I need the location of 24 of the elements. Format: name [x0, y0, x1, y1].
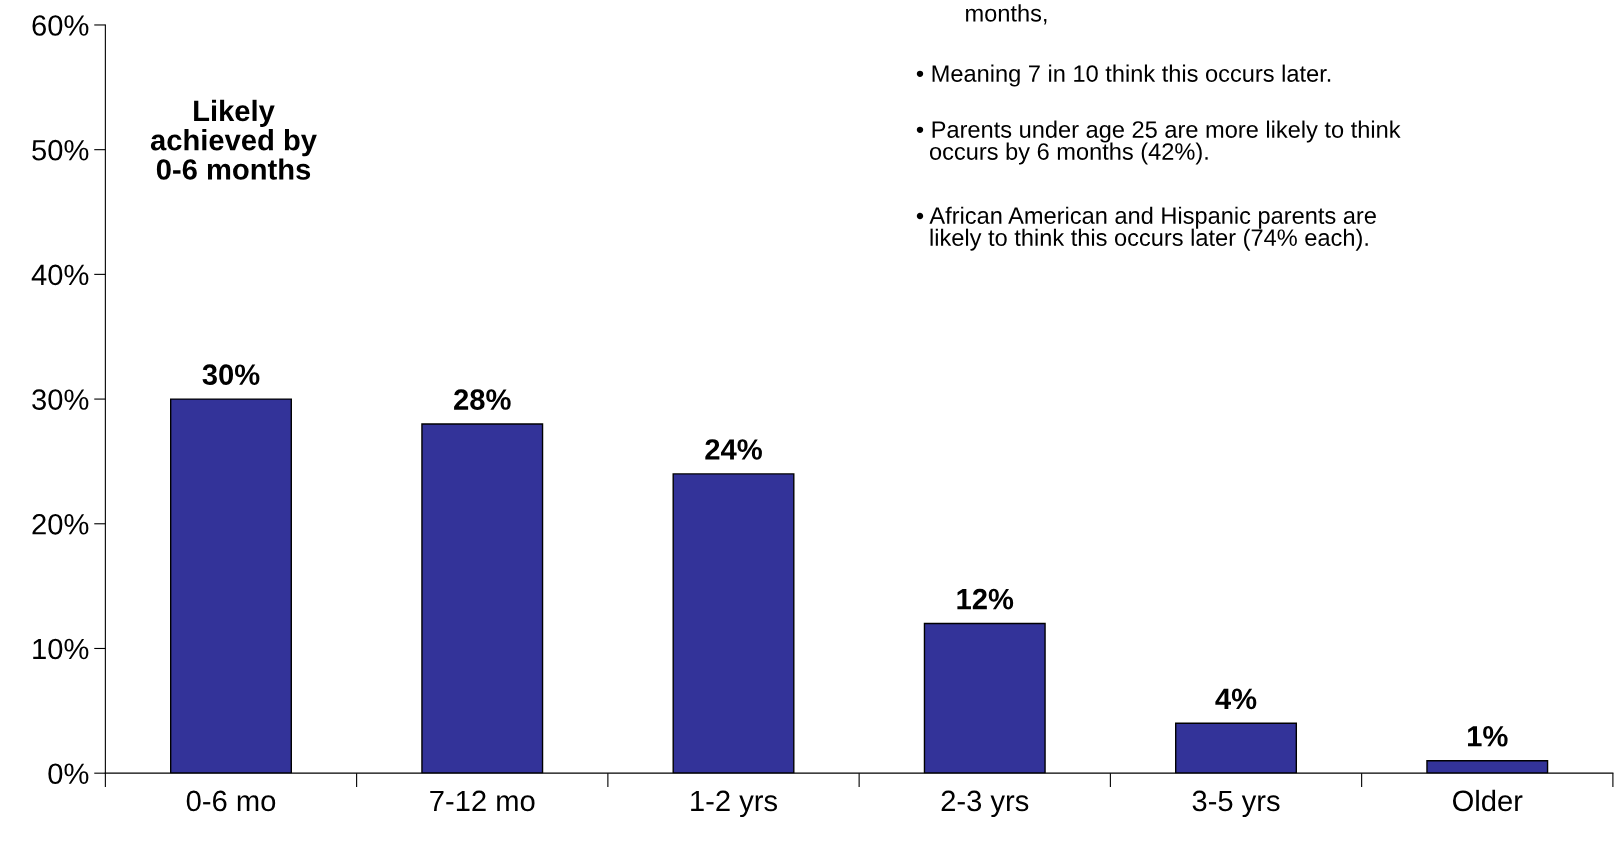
- data-label: 24%: [705, 439, 762, 460]
- x-tick-label: Older: [1452, 789, 1523, 812]
- y-tick-label: 50%: [32, 139, 89, 161]
- text: months,: [966, 4, 1047, 25]
- x-tick-label: 1-2 yrs: [691, 790, 778, 818]
- x-tick-label: 7-12 mo: [430, 790, 535, 812]
- y-tick-label: 30%: [32, 389, 89, 410]
- data-label: 1%: [1468, 726, 1508, 747]
- annotation: • Meaning 7 in 10 think this occurs later.: [916, 64, 1331, 87]
- data-label: 12%: [957, 588, 1014, 610]
- data-label: 30%: [202, 364, 260, 386]
- data-label: 4%: [1215, 688, 1257, 710]
- x-tick-label: 2-3 yrs: [941, 790, 1029, 818]
- y-tick-label: 40%: [31, 264, 89, 286]
- annotation: • African American and Hispanic parents are likely to think this occurs later (74% each).: [916, 206, 1376, 251]
- y-tick-label: 60%: [32, 15, 89, 36]
- x-tick-label: 3-5 yrs: [1192, 790, 1280, 818]
- y-tick-label: 0%: [48, 763, 89, 785]
- annotation: Likely achieved by 0-6 months: [150, 99, 317, 180]
- annotation: • Parents under age 25 are more likely to think occurs by 6 months (42%).: [916, 120, 1401, 165]
- y-tick-label: 20%: [32, 513, 89, 535]
- data-label: 28%: [454, 389, 511, 410]
- y-tick-label: 10%: [33, 638, 89, 660]
- x-tick-label: 0-6 mo: [186, 790, 276, 812]
